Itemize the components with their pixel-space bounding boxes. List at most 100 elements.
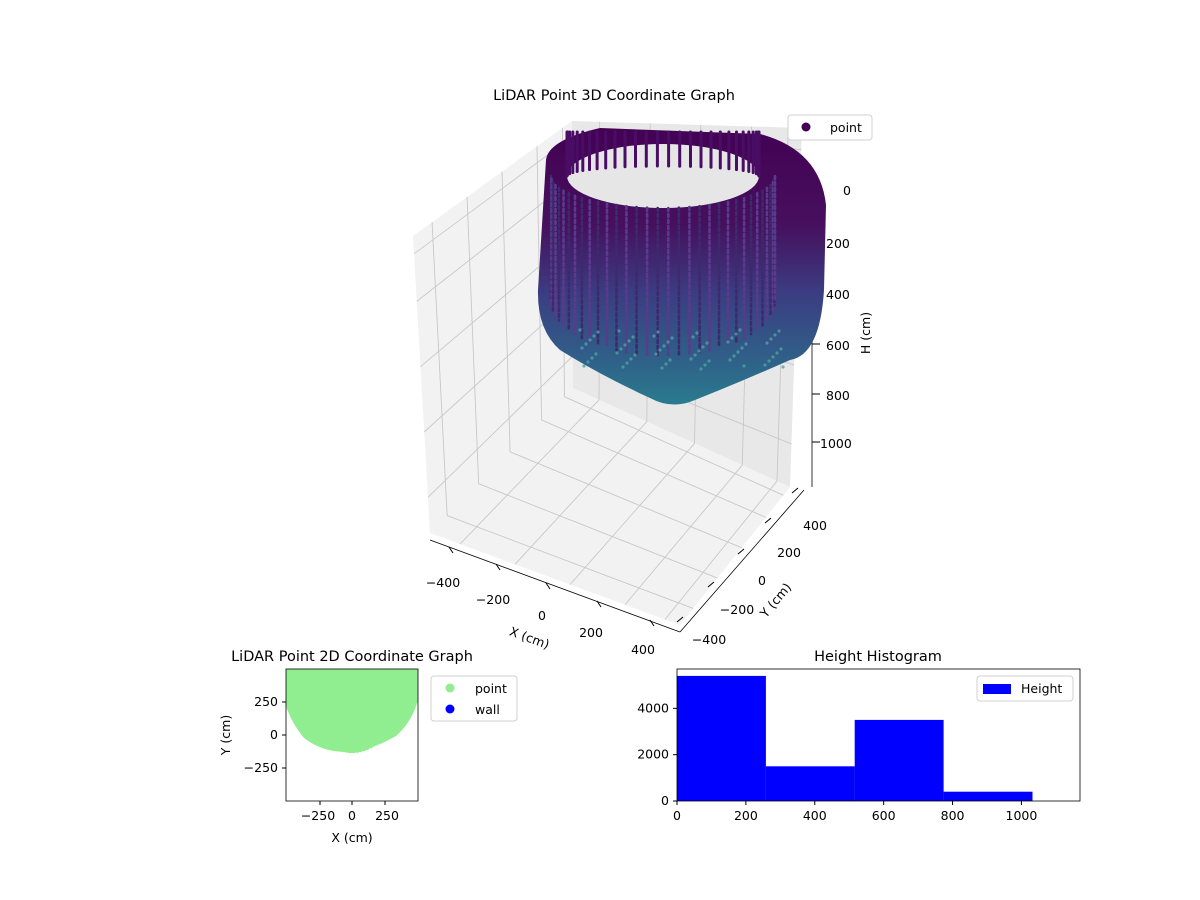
grid-line bbox=[413, 136, 573, 255]
cloud-point bbox=[586, 360, 590, 364]
x-axis-label: X (cm) bbox=[508, 624, 552, 652]
legend-height-label: Height bbox=[1021, 681, 1062, 696]
cloud-point bbox=[625, 361, 629, 365]
histogram-y-tick-label: 0 bbox=[661, 793, 669, 808]
cloud-point bbox=[779, 347, 783, 351]
histogram-x-tick-label: 0 bbox=[673, 808, 681, 823]
grid-line bbox=[664, 480, 778, 620]
histogram-y-tick-label: 4000 bbox=[637, 700, 669, 715]
y-tick-label: −400 bbox=[692, 632, 726, 647]
point-scatter-dots bbox=[286, 696, 418, 754]
cloud-point bbox=[773, 333, 777, 337]
cloud-point bbox=[580, 346, 584, 350]
2d-x-axis-label: X (cm) bbox=[331, 830, 372, 845]
grid-line bbox=[427, 355, 574, 498]
histogram-x-tick-label: 400 bbox=[803, 808, 827, 823]
grid-line bbox=[466, 196, 480, 484]
cloud-point bbox=[705, 341, 709, 345]
grid-line bbox=[569, 443, 695, 585]
2d-y-axis-label: Y (cm) bbox=[218, 715, 233, 756]
2d-y-tick-label: 250 bbox=[254, 694, 278, 709]
z-ticks: 0 200 400 600 800 1000 bbox=[812, 183, 852, 451]
cloud-point bbox=[777, 329, 781, 333]
cloud-point bbox=[590, 356, 594, 360]
cloud-point bbox=[695, 331, 699, 335]
z-tick-label: 800 bbox=[826, 388, 850, 403]
cloud-point bbox=[670, 336, 674, 340]
y-tick-label: 0 bbox=[758, 573, 766, 588]
cloud-point bbox=[736, 350, 740, 354]
cloud-point bbox=[732, 354, 736, 358]
y-tick-label: 400 bbox=[803, 518, 827, 533]
cloud-point bbox=[592, 334, 596, 338]
cloud-point bbox=[728, 358, 732, 362]
z-tick-label: 600 bbox=[826, 338, 850, 353]
2d-plot-title: LiDAR Point 2D Coordinate Graph bbox=[231, 649, 473, 665]
cloud-point bbox=[627, 339, 631, 343]
2d-y-tick-label: −250 bbox=[244, 760, 278, 775]
cloud-point bbox=[621, 365, 625, 369]
cloud-point bbox=[691, 335, 695, 339]
histogram-y-tick-label: 2000 bbox=[637, 747, 669, 762]
histogram-bar bbox=[677, 675, 766, 801]
grid-line bbox=[431, 222, 448, 516]
grid-line bbox=[564, 396, 784, 496]
histogram-x-ticks: 0 200 400 600 800 1000 bbox=[673, 801, 1037, 823]
x-tick-label: 200 bbox=[579, 625, 603, 640]
lidar-2d-plot: LiDAR Point 2D Coordinate Graph −250 0 2… bbox=[218, 649, 518, 845]
histogram-x-tick-label: 800 bbox=[941, 808, 965, 823]
legend-point-marker bbox=[801, 122, 811, 132]
cloud-point bbox=[744, 342, 748, 346]
z-tick-label: 400 bbox=[826, 287, 850, 302]
height-histogram: Height Histogram 0 200 400 600 800 1000 0 2000… bbox=[637, 649, 1081, 823]
histogram-y-ticks: 0 2000 4000 bbox=[637, 700, 677, 808]
grid-line bbox=[624, 464, 743, 606]
lidar-3d-plot: LiDAR Point 3D Coordinate Graph −400 −20… bbox=[413, 88, 873, 657]
cloud-point bbox=[666, 340, 670, 344]
x-tick-label: 0 bbox=[538, 608, 546, 623]
y-axis-line bbox=[679, 489, 805, 633]
z-tick-label: 0 bbox=[843, 183, 851, 198]
cloud-point bbox=[615, 351, 619, 355]
cloud-point bbox=[654, 352, 658, 356]
cloud-point bbox=[699, 367, 703, 371]
cloud-point bbox=[769, 337, 773, 341]
histogram-bar bbox=[854, 719, 944, 801]
histogram-bars bbox=[677, 675, 1033, 801]
2d-y-ticks: 250 0 −250 bbox=[244, 694, 286, 775]
z-axis-label: H (cm) bbox=[858, 312, 873, 354]
legend-point-label: point bbox=[830, 120, 862, 135]
cloud-point bbox=[623, 343, 627, 347]
cloud-point bbox=[631, 335, 635, 339]
histogram-x-tick-label: 600 bbox=[872, 808, 896, 823]
legend-point-label: point bbox=[475, 681, 507, 696]
grid-line bbox=[447, 515, 694, 609]
3d-legend: point bbox=[787, 114, 873, 141]
x-axis-line bbox=[429, 539, 681, 633]
cloud-point bbox=[767, 359, 771, 363]
cloud-point bbox=[730, 336, 734, 340]
legend-frame bbox=[787, 114, 873, 141]
legend-point-marker bbox=[445, 683, 455, 693]
histogram-legend: Height bbox=[976, 675, 1074, 702]
cloud-point bbox=[738, 328, 742, 332]
cloud-point bbox=[619, 347, 623, 351]
cloud-point bbox=[697, 349, 701, 353]
cloud-point bbox=[633, 353, 637, 357]
cloud-point bbox=[689, 357, 693, 361]
cloud-point bbox=[734, 332, 738, 336]
point-scatter-area bbox=[286, 669, 418, 752]
grid-line bbox=[501, 171, 511, 452]
cloud-point bbox=[693, 353, 697, 357]
cloud-point bbox=[763, 363, 767, 367]
legend-wall-marker bbox=[445, 704, 455, 714]
cloud-point bbox=[662, 344, 666, 348]
cloud-point bbox=[596, 330, 600, 334]
z-tick-label: 200 bbox=[826, 236, 850, 251]
histogram-title: Height Histogram bbox=[814, 649, 942, 665]
cloud-point bbox=[664, 362, 668, 366]
2d-y-tick-label: 0 bbox=[270, 727, 278, 742]
cloud-point bbox=[668, 358, 672, 362]
histogram-bar bbox=[943, 791, 1033, 801]
